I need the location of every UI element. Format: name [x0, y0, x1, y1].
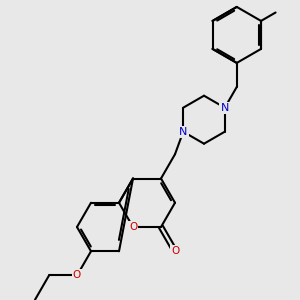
Text: O: O [73, 271, 81, 281]
Text: N: N [220, 103, 229, 113]
Text: O: O [171, 246, 179, 256]
Text: O: O [129, 222, 137, 232]
Text: N: N [179, 127, 188, 137]
